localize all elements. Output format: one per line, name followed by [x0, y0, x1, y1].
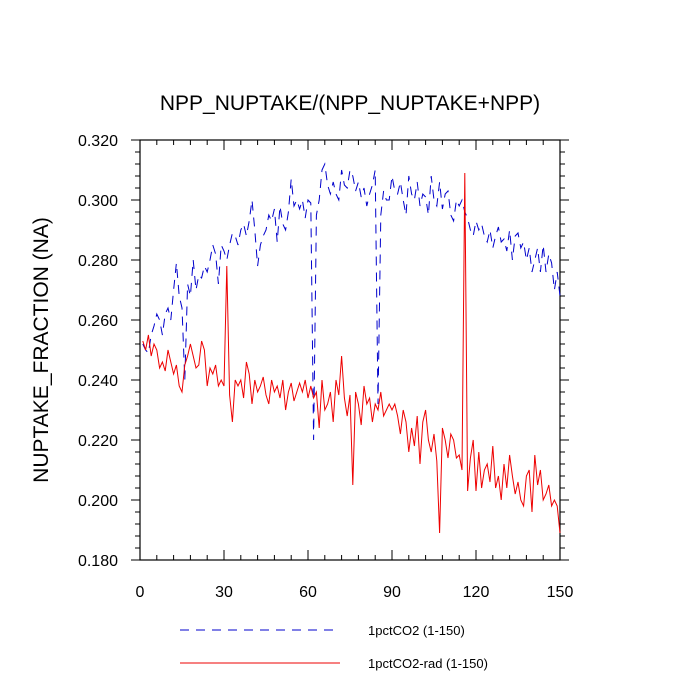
x-tick-label: 0 — [136, 584, 145, 601]
chart-title: NPP_NUPTAKE/(NPP_NUPTAKE+NPP) — [160, 92, 540, 115]
x-tick-label: 30 — [215, 584, 233, 601]
legend-label-1pctco2: 1pctCO2 (1-150) — [368, 623, 465, 638]
y-tick-label: 0.220 — [78, 433, 118, 450]
series-line-1pctco2-rad — [142, 172, 561, 534]
y-tick-label: 0.300 — [78, 193, 118, 210]
x-tick-label: 90 — [383, 584, 401, 601]
x-tick-label: 150 — [547, 584, 574, 601]
legend-label-1pctco2-rad: 1pctCO2-rad (1-150) — [368, 656, 488, 671]
y-tick-label: 0.280 — [78, 253, 118, 270]
x-tick-label: 120 — [463, 584, 490, 601]
series-line-1pctco2 — [142, 162, 561, 441]
legend: 1pctCO2 (1-150) 1pctCO2-rad (1-150) — [180, 623, 488, 671]
y-tick-label: 0.240 — [78, 373, 118, 390]
y-tick-label: 0.320 — [78, 133, 118, 150]
y-tick-label: 0.180 — [78, 553, 118, 570]
x-tick-label: 60 — [299, 584, 317, 601]
plot-frame — [139, 139, 561, 561]
y-tick-label: 0.200 — [78, 493, 118, 510]
y-axis-title: NUPTAKE_FRACTION (NA) — [30, 217, 53, 483]
axis-ticks: 0 30 60 90 120 150 0.180 0.200 0.220 0.240 0.260 0.… — [78, 133, 573, 601]
y-tick-label: 0.260 — [78, 313, 118, 330]
series-layer — [142, 162, 561, 534]
